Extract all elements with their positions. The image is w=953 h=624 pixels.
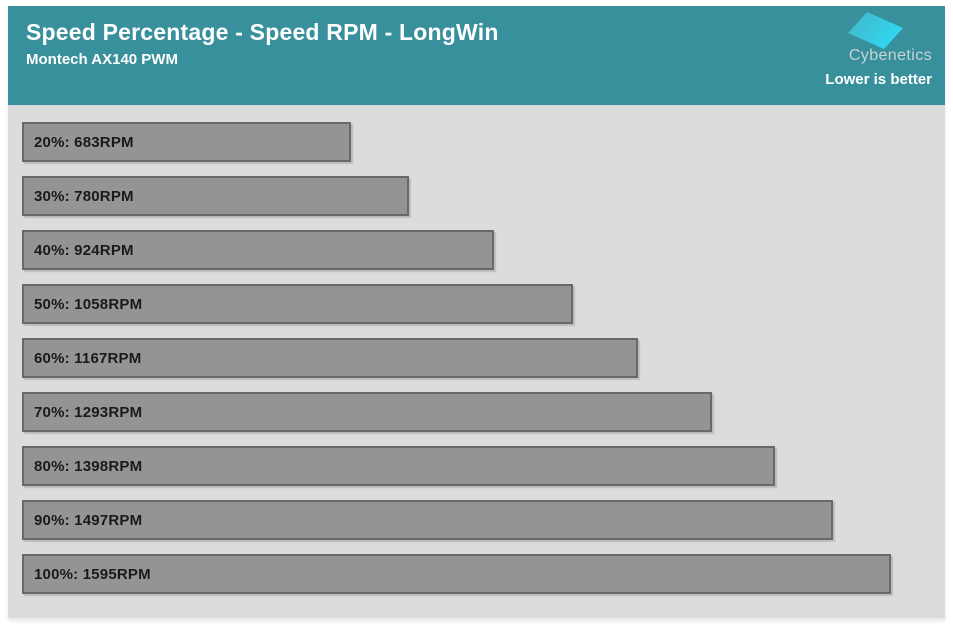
chart-subtitle: Montech AX140 PWM — [26, 51, 178, 68]
chart-header: Speed Percentage - Speed RPM - LongWin M… — [8, 6, 945, 105]
bar-label: 70%: 1293RPM — [34, 403, 143, 421]
bar: 40%: 924RPM — [22, 230, 494, 270]
bar-label: 80%: 1398RPM — [34, 457, 143, 475]
chart-title: Speed Percentage - Speed RPM - LongWin — [26, 19, 499, 45]
bar: 80%: 1398RPM — [22, 446, 775, 486]
bar: 50%: 1058RPM — [22, 284, 574, 324]
bar-label: 60%: 1167RPM — [34, 349, 142, 367]
cybenetics-logo-icon — [848, 12, 903, 49]
bar: 30%: 780RPM — [22, 176, 409, 216]
bar-label: 90%: 1497RPM — [34, 511, 143, 529]
bar-label: 50%: 1058RPM — [34, 295, 143, 313]
bar: 60%: 1167RPM — [22, 338, 638, 378]
chart-panel: Speed Percentage - Speed RPM - LongWin M… — [8, 6, 945, 618]
bar: 70%: 1293RPM — [22, 392, 713, 432]
brand-block: Cybenetics Lower is better — [825, 12, 932, 88]
bar: 20%: 683RPM — [22, 122, 352, 162]
bar-label: 40%: 924RPM — [34, 241, 134, 259]
bar-chart: 20%: 683RPM 30%: 780RPM 40%: 924RPM 50%:… — [8, 105, 945, 618]
brand-name: Cybenetics — [848, 47, 932, 64]
bar: 100%: 1595RPM — [22, 554, 892, 594]
bar-label: 100%: 1595RPM — [34, 565, 151, 583]
header-titles: Speed Percentage - Speed RPM - LongWin M… — [26, 19, 945, 68]
bar-label: 20%: 683RPM — [34, 133, 134, 151]
bar-label: 30%: 780RPM — [34, 187, 134, 205]
lower-is-better-label: Lower is better — [825, 71, 932, 88]
bar: 90%: 1497RPM — [22, 500, 834, 540]
